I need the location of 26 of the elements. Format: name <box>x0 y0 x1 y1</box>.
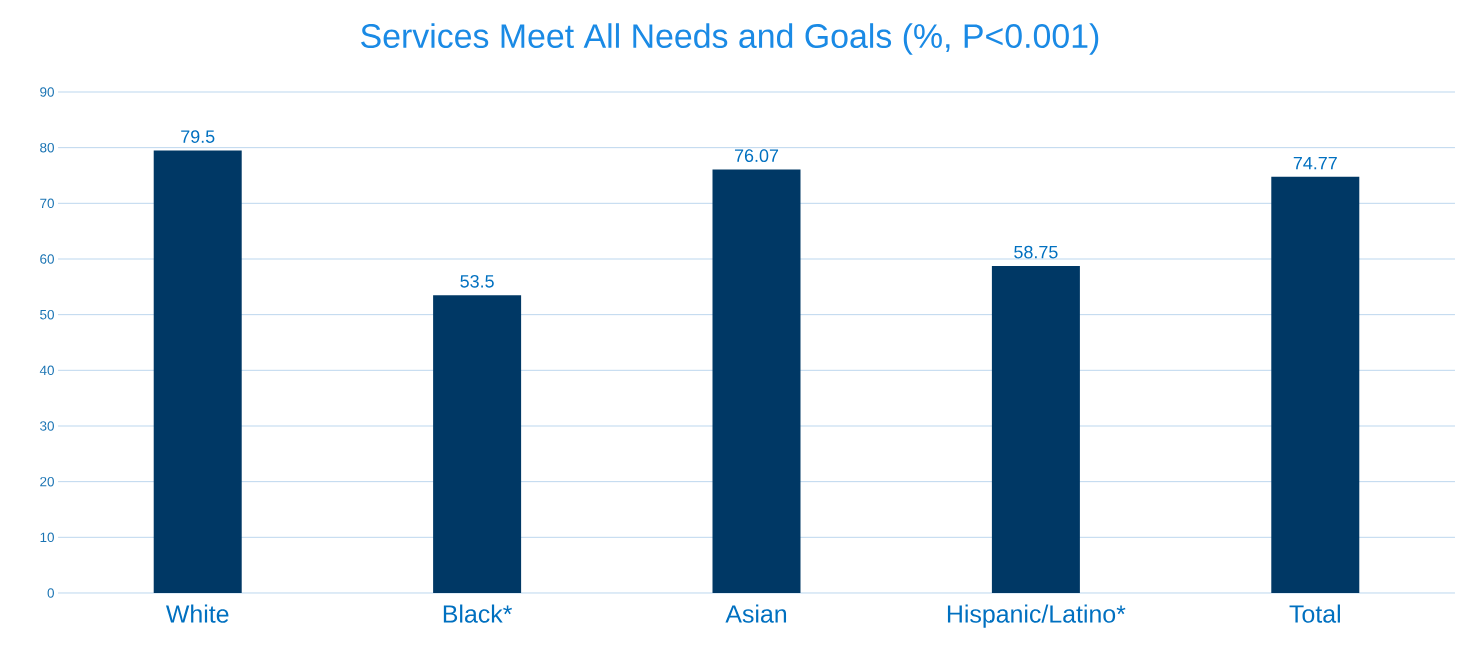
data-label: 79.5 <box>181 130 215 143</box>
y-tick-label: 10 <box>40 532 54 543</box>
y-tick-label: 90 <box>40 87 54 97</box>
x-tick-label: Asian <box>725 604 787 623</box>
y-tick-label: 60 <box>40 254 54 264</box>
data-label: 53.5 <box>460 274 494 288</box>
chart-title: Services Meet All Needs and Goals (%, P<0.001) <box>361 23 1099 55</box>
y-tick-label: 20 <box>40 476 54 487</box>
y-tick-label: 80 <box>40 142 54 153</box>
bar <box>153 150 242 593</box>
data-label: 74.77 <box>1293 156 1337 170</box>
data-label: 58.75 <box>1014 245 1058 259</box>
y-tick-label: 0 <box>47 588 54 598</box>
y-tick-label: 70 <box>40 198 54 209</box>
bar <box>433 295 522 593</box>
x-tick-label: Hispanic/Latino* <box>947 604 1126 628</box>
bar <box>1271 176 1360 593</box>
data-label: 76.07 <box>734 149 779 163</box>
x-tick-label: White <box>165 604 229 623</box>
y-tick-label: 50 <box>40 309 54 320</box>
bar <box>712 169 801 593</box>
x-tick-label: Black* <box>443 604 512 623</box>
y-tick-label: 30 <box>40 421 54 431</box>
bar <box>991 265 1080 593</box>
x-tick-label: Total <box>1289 604 1340 623</box>
y-tick-label: 40 <box>39 365 54 376</box>
